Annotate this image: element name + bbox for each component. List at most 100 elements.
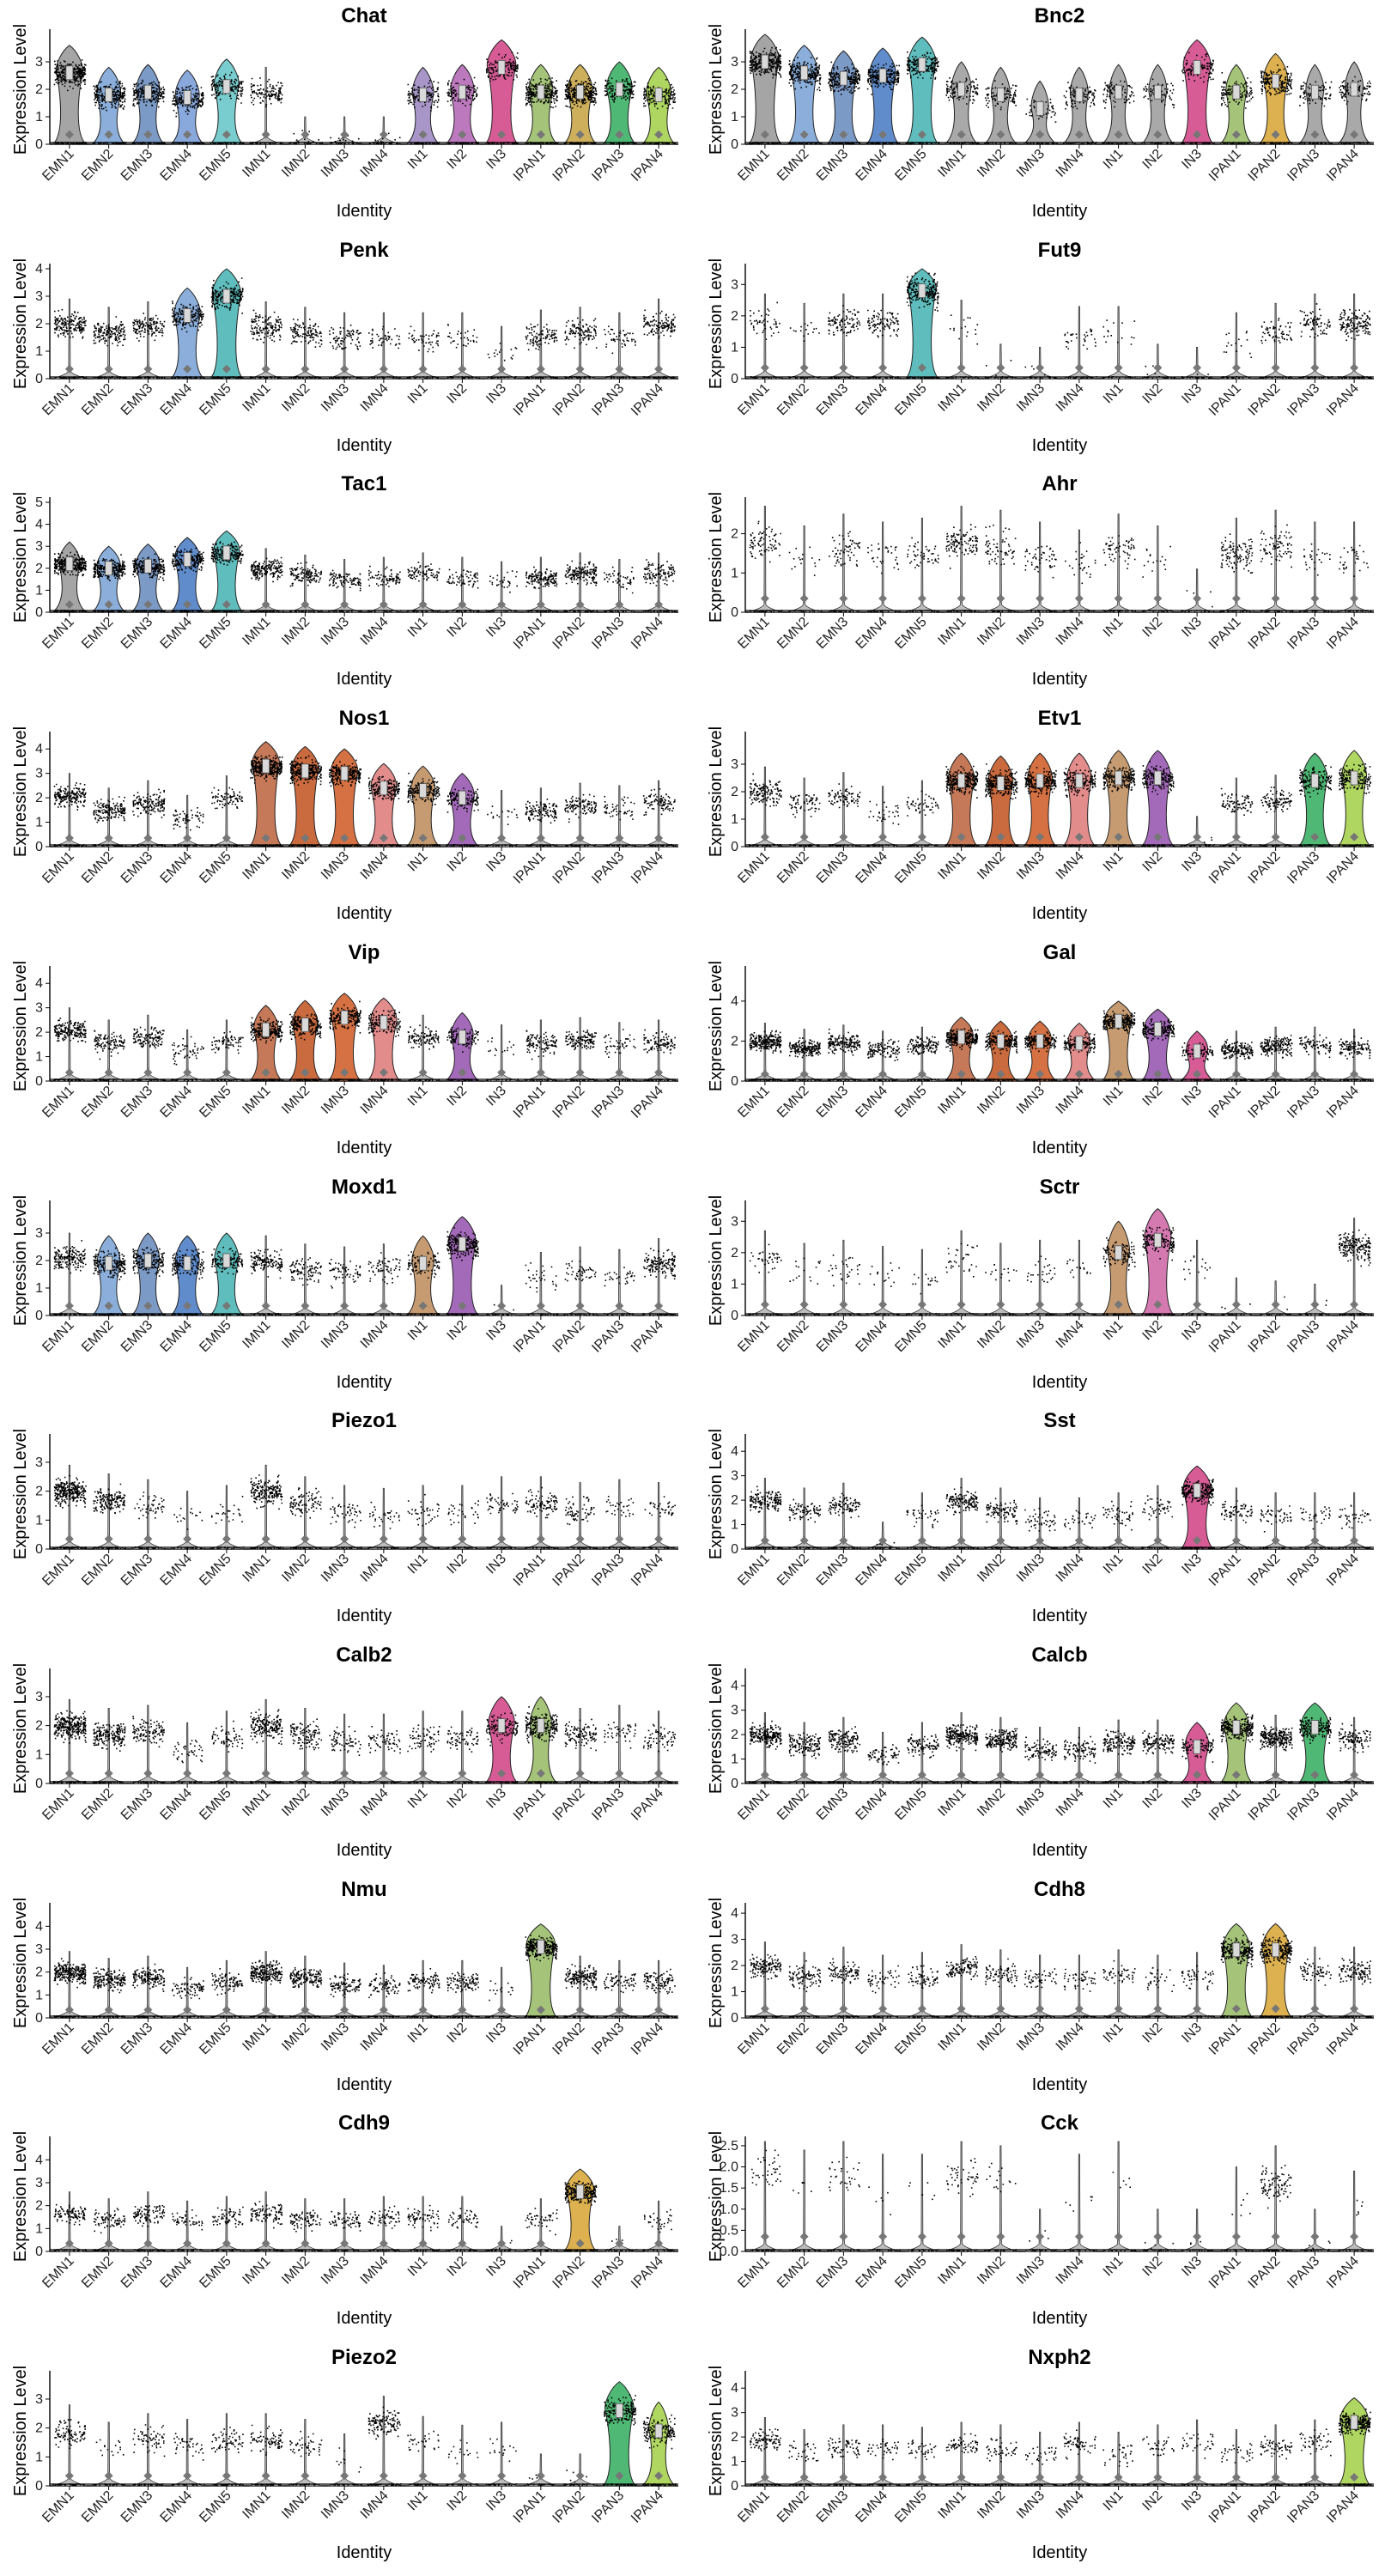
violin-body (249, 301, 282, 380)
violin-imn3 (1023, 346, 1057, 380)
x-tick-label: EMN2 (774, 849, 812, 887)
median-box (222, 1253, 231, 1267)
violin-imn4 (366, 997, 402, 1082)
jitter-points (249, 77, 283, 145)
mean-marker (760, 1536, 769, 1546)
y-tick-label: 0 (35, 1308, 43, 1322)
violin-body (905, 518, 939, 613)
mean-marker (497, 1534, 507, 1544)
x-axis-label: Identity (337, 2309, 392, 2328)
x-tick-label: IN1 (1101, 147, 1127, 173)
violin-emn2 (92, 1019, 125, 1082)
jitter-points (907, 1036, 939, 1082)
violin-emn3 (827, 1239, 862, 1315)
y-tick-label: 1 (731, 1277, 738, 1291)
x-tick-label: IN1 (405, 1084, 431, 1109)
violin-body (866, 1245, 900, 1315)
violin-emn2 (787, 2149, 821, 2252)
violin-panel-cdh8: Cdh8 Expression Level 0 1 2 3 4 EMN1 EMN2 EMN3 EMN… (696, 1874, 1391, 2108)
jitter-points (564, 1718, 598, 1784)
violin-ipan4 (1336, 2397, 1372, 2487)
mean-marker (1310, 2003, 1320, 2013)
median-box (105, 87, 113, 102)
x-tick-label: EMN2 (79, 1084, 117, 1121)
mean-marker (143, 1067, 153, 1077)
mean-marker (654, 1769, 664, 1778)
violin-body (866, 2154, 900, 2252)
jitter-points (1338, 1504, 1371, 1550)
x-tick-label: IMN3 (319, 2488, 352, 2522)
y-tick-label: 1 (35, 1280, 43, 1295)
x-tick-label: IPAN3 (1285, 2020, 1322, 2057)
x-tick-label: IN3 (483, 615, 509, 641)
jitter-points (945, 2433, 980, 2487)
violin-in3 (484, 1024, 519, 1082)
x-tick-label: EMN3 (118, 2254, 156, 2292)
x-tick-label: EMN1 (735, 2254, 773, 2292)
median-box (996, 1033, 1005, 1048)
mean-marker (1036, 832, 1045, 841)
violin-body (905, 1249, 939, 1315)
mean-marker (340, 1769, 349, 1778)
violin-body (945, 1478, 978, 1550)
y-tick-label: 1.0 (720, 2202, 738, 2217)
y-axis-label: Expression Level (11, 961, 30, 1091)
violin-imn2 (984, 1487, 1018, 1550)
violin-imn2 (287, 999, 323, 1082)
median-box (918, 57, 926, 72)
y-tick-label: 2 (731, 82, 738, 97)
violin-imn1 (249, 301, 282, 380)
violin-body (945, 2141, 978, 2252)
y-tick-label: 4 (35, 2154, 43, 2168)
x-tick-label: IN1 (1101, 849, 1127, 875)
violin-body (289, 1955, 322, 2018)
y-tick-label: 2 (731, 785, 738, 799)
jitter-points (1181, 590, 1215, 613)
violin-emn5 (904, 268, 940, 380)
x-tick-label: IPAN4 (629, 1084, 666, 1121)
jitter-points (171, 1740, 203, 1784)
panel-title: Penk (339, 239, 389, 262)
jitter-points (603, 1971, 638, 2019)
x-tick-label: IN2 (445, 1552, 471, 1577)
x-tick-label: IN2 (1140, 2488, 1166, 2514)
violin-emn1 (748, 2141, 782, 2252)
mean-marker (799, 362, 809, 372)
x-tick-label: EMN2 (79, 849, 117, 887)
x-tick-label: EMN4 (853, 1084, 891, 1121)
mean-marker (1350, 130, 1359, 139)
mean-marker (261, 1769, 270, 1778)
violin-emn1 (748, 293, 783, 380)
x-tick-label: IMN2 (279, 147, 313, 180)
violin-body (326, 748, 362, 848)
violin-emn2 (787, 1722, 823, 1784)
jitter-points (908, 1965, 940, 2019)
violin-ipan1 (1219, 777, 1254, 848)
violin-emn4 (866, 1731, 900, 1784)
violin-imn2 (984, 2145, 1017, 2252)
violin-body (1139, 1207, 1175, 1315)
x-tick-label: IPAN4 (1324, 1084, 1362, 1121)
violin-ipan4 (641, 66, 677, 145)
y-tick-label: 2 (35, 1485, 43, 1499)
jitter-points (945, 1486, 979, 1550)
x-tick-label: IPAN2 (1246, 380, 1284, 418)
violin-ipan1 (523, 64, 559, 145)
median-box (654, 2423, 663, 2439)
violin-ipan2 (563, 1017, 598, 1082)
y-tick-label: 3 (35, 1225, 43, 1240)
mean-marker (878, 1299, 888, 1309)
mean-marker (497, 364, 507, 374)
x-tick-label: IPAN1 (511, 849, 549, 887)
mean-marker (654, 600, 664, 610)
y-tick-label: 0 (35, 1542, 43, 1557)
mean-marker (799, 2003, 809, 2013)
violin-imn4 (367, 1964, 401, 2019)
mean-marker (654, 2005, 664, 2014)
violin-body (641, 1019, 676, 1082)
violin-body (484, 2421, 519, 2487)
median-box (458, 790, 466, 805)
violin-imn2 (289, 116, 324, 145)
jitter-points (1181, 1042, 1215, 1082)
